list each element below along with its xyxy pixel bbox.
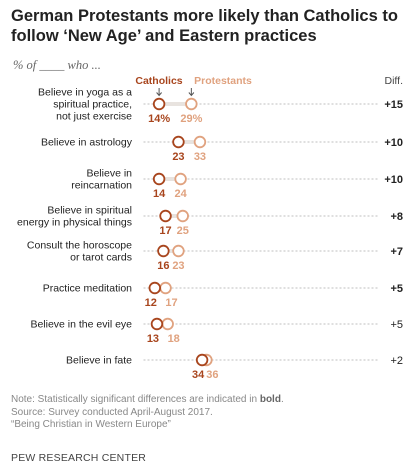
footer-credit: PEW RESEARCH CENTER bbox=[11, 452, 147, 464]
legend-arrow-protestants bbox=[188, 88, 195, 97]
report-title: “Being Christian in Western Europe” bbox=[11, 419, 171, 430]
protestants-value-label: 36 bbox=[206, 369, 218, 381]
row-label: reincarnation bbox=[71, 180, 132, 192]
catholics-marker bbox=[159, 209, 172, 223]
catholics-marker bbox=[172, 135, 185, 149]
catholics-value-label: 14% bbox=[148, 113, 170, 125]
protestants-value-label: 23 bbox=[172, 260, 184, 272]
row-label: energy in physical things bbox=[17, 217, 132, 229]
row-label: Believe in spiritual bbox=[47, 205, 132, 217]
diff-value: +7 bbox=[390, 246, 403, 258]
catholics-marker bbox=[157, 244, 170, 258]
row-label: or tarot cards bbox=[70, 252, 132, 264]
dot-plot-chart: Diff. Catholics Protestants Believe in y… bbox=[17, 75, 403, 382]
row-label: Believe in fate bbox=[66, 355, 132, 367]
protestants-value-label: 18 bbox=[168, 333, 180, 345]
diff-value: +5 bbox=[390, 283, 403, 295]
catholics-marker bbox=[152, 97, 166, 111]
diff-value: +10 bbox=[384, 137, 403, 149]
catholics-value-label: 23 bbox=[172, 151, 184, 163]
row-label: Believe in yoga as a bbox=[38, 87, 132, 99]
diff-value: +2 bbox=[390, 355, 403, 367]
legend-protestants: Protestants bbox=[194, 75, 252, 87]
catholics-value-label: 14 bbox=[153, 188, 166, 200]
protestants-marker bbox=[176, 209, 189, 223]
row-label: Believe in bbox=[86, 168, 132, 180]
catholics-marker bbox=[150, 317, 164, 331]
legend-arrow-catholics bbox=[156, 88, 162, 97]
catholics-value-label: 12 bbox=[145, 297, 157, 309]
protestants-value-label: 29% bbox=[180, 113, 202, 125]
row-label: Consult the horoscope bbox=[27, 240, 132, 252]
protestants-marker bbox=[172, 244, 185, 258]
protestants-value-label: 33 bbox=[194, 151, 206, 163]
catholics-value-label: 13 bbox=[147, 333, 159, 345]
catholics-marker bbox=[148, 281, 162, 295]
catholics-value-label: 17 bbox=[159, 225, 171, 237]
diff-column-header: Diff. bbox=[385, 75, 403, 87]
protestants-marker bbox=[193, 135, 207, 149]
protestants-value-label: 24 bbox=[174, 188, 187, 200]
protestants-marker bbox=[161, 317, 174, 331]
diff-value: +15 bbox=[384, 99, 403, 111]
protestants-marker bbox=[159, 281, 172, 295]
row-label: Believe in the evil eye bbox=[30, 319, 132, 331]
catholics-value-label: 16 bbox=[157, 260, 169, 272]
row-label: not just exercise bbox=[56, 111, 132, 123]
catholics-marker bbox=[195, 353, 209, 367]
note-suffix: . bbox=[280, 394, 284, 405]
catholics-marker bbox=[152, 172, 166, 186]
protestants-value-label: 17 bbox=[165, 297, 177, 309]
protestants-value-label: 25 bbox=[177, 225, 189, 237]
catholics-value-label: 34 bbox=[192, 369, 205, 381]
diff-value: +5 bbox=[390, 319, 403, 331]
legend-catholics: Catholics bbox=[135, 75, 182, 87]
diff-value: +10 bbox=[384, 174, 403, 186]
note-bold: bold bbox=[259, 394, 281, 405]
source-note: Source: Survey conducted April-August 20… bbox=[11, 406, 213, 418]
row-label: spiritual practice, bbox=[53, 99, 132, 111]
chart-notes: Note: Statistically significant differen… bbox=[11, 394, 284, 432]
row-label: Practice meditation bbox=[43, 283, 132, 295]
protestants-marker bbox=[185, 97, 198, 111]
chart-title: German Protestants more likely than Cath… bbox=[11, 7, 398, 45]
chart-subtitle: % of ____ who ... bbox=[13, 58, 101, 72]
diff-value: +8 bbox=[390, 211, 403, 223]
note-prefix: Note: Statistically significant differen… bbox=[11, 394, 260, 405]
row-label: Believe in astrology bbox=[41, 137, 133, 149]
protestants-marker bbox=[174, 172, 187, 186]
